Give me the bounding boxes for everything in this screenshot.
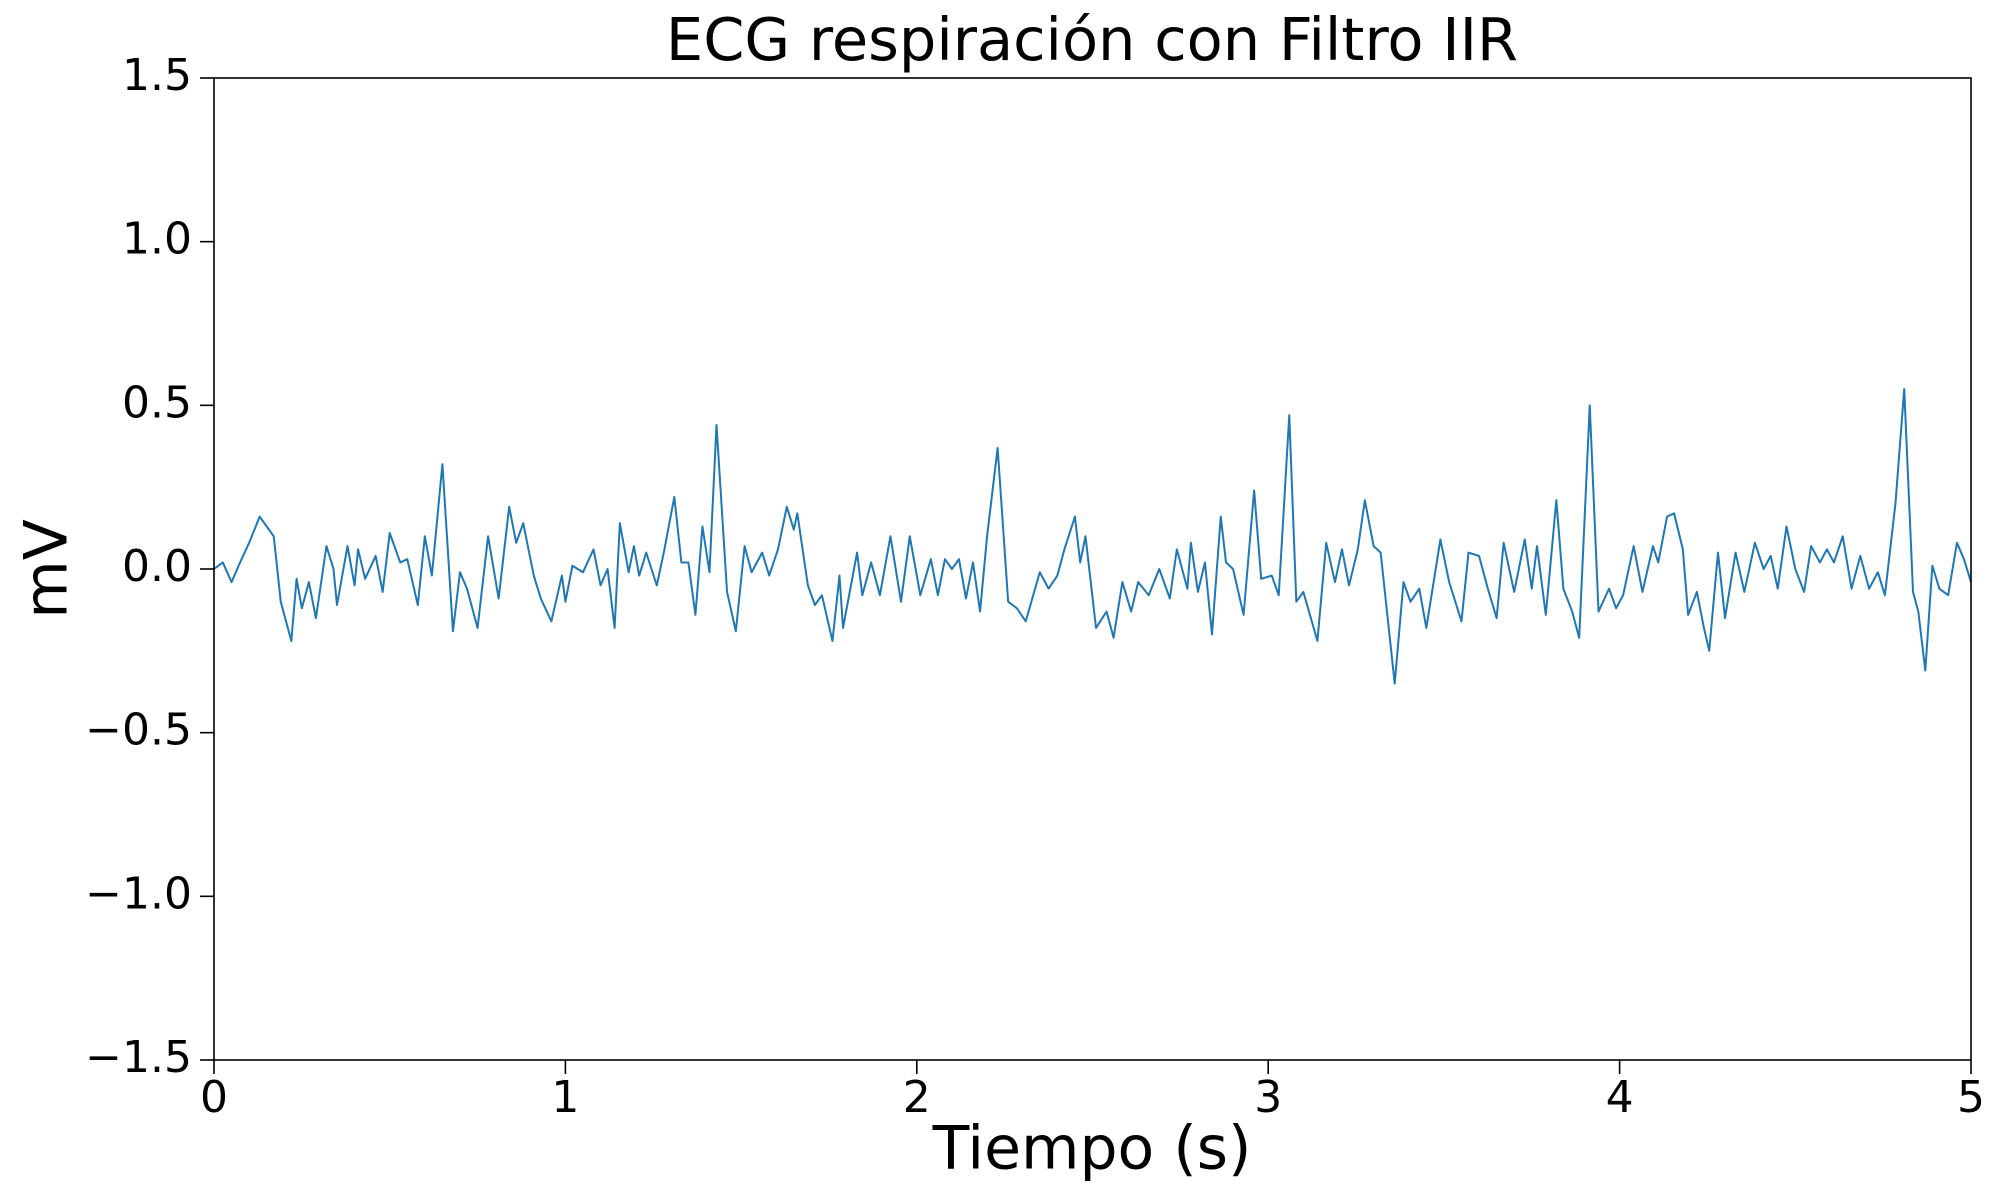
- y-tick-label: 0.0: [122, 541, 192, 592]
- data-line: [213, 387, 1972, 685]
- plot-frame: [213, 77, 1972, 1061]
- x-tick-label: 4: [1606, 1072, 1634, 1123]
- x-tick-label: 5: [1957, 1072, 1985, 1123]
- x-tick-label: 3: [1254, 1072, 1282, 1123]
- x-tick-label: 1: [551, 1072, 579, 1123]
- y-tick-label: −1.5: [85, 1032, 192, 1083]
- y-tick-label: 1.0: [122, 214, 192, 265]
- x-tick-label: 2: [903, 1072, 931, 1123]
- y-tick-label: −0.5: [85, 705, 192, 756]
- y-tick-label: 0.5: [122, 377, 192, 428]
- y-tick-label: −1.0: [85, 868, 192, 919]
- y-tick-label: 1.5: [122, 50, 192, 101]
- chart-title: ECG respiración con Filtro IIR: [666, 5, 1518, 74]
- x-tick-label: 0: [200, 1072, 228, 1123]
- x-axis-label: Tiempo (s): [932, 1114, 1252, 1184]
- y-axis-label: mV: [12, 519, 82, 619]
